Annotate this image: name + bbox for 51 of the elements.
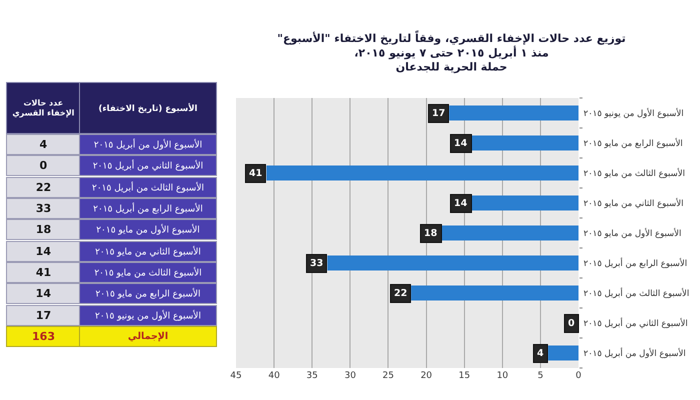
x-tick-label: 15 [458, 371, 470, 381]
text: 163 [32, 330, 55, 344]
text: الإجمالي [128, 331, 168, 342]
category-label: الأسبوع الثاني من أبريل ٢٠١٥ [92, 160, 204, 172]
chart-title: توزيع عدد حالات الإخفاء القسري، وفقاً لتاريخ الاختفاء "الأسبوع" منذ ١ أبريل ٢٠١٥ حتى ٧ يونيو ٢٠١٥، حملة الحرية للجدعان [277, 30, 626, 74]
data-label: 14 [36, 245, 52, 258]
y-tick-label: الأسبوع الرابع من مايو ٢٠١٥ [584, 136, 683, 149]
x-tick-label: 25 [382, 371, 394, 381]
y-tick-label: الأسبوع الأول من أبريل ٢٠١٥ [584, 346, 686, 359]
data-label: 4 [40, 138, 48, 152]
y-tick-label: الأسبوع الثاني من مايو ٢٠١٥ [584, 196, 684, 209]
y-tick-label: الأسبوع الأول من مايو ٢٠١٥ [584, 226, 682, 239]
y-tick-label: الأسبوع الثاني من أبريل ٢٠١٥ [584, 316, 688, 329]
category-label: الأسبوع الثاني من مايو ٢٠١٥ [95, 246, 201, 258]
x-tick-label: 35 [306, 371, 318, 381]
data-label: 22 [394, 288, 408, 299]
y-tick-label: الأسبوع الرابع من أبريل ٢٠١٥ [584, 256, 688, 269]
text: الأسبوع (تاريخ الاختفاء) [98, 102, 198, 114]
data-label: 0 [568, 318, 575, 329]
category-label: الأسبوع الأول من يونيو ٢٠١٥ [95, 310, 201, 322]
text: عدد حالات الإخفاء القسري [12, 98, 75, 118]
data-label: 22 [36, 181, 52, 194]
y-tick-label: الأسبوع الثالث من أبريل ٢٠١٥ [584, 286, 690, 299]
category-label: الأسبوع الأول من أبريل ٢٠١٥ [94, 138, 202, 151]
category-label: الأسبوع الرابع من أبريل ٢٠١٥ [93, 202, 203, 215]
data-label: 14 [36, 287, 52, 300]
x-tick-label: 0 [576, 371, 582, 381]
data-label: 14 [454, 138, 468, 149]
data-label: 41 [36, 266, 52, 280]
y-tick-label: الأسبوع الثالث من مايو ٢٠١٥ [584, 166, 685, 179]
data-label: 17 [36, 309, 52, 322]
x-tick-label: 20 [420, 371, 432, 381]
category-label: الأسبوع الثالث من أبريل ٢٠١٥ [92, 182, 204, 194]
y-tick-label: الأسبوع الأول من يونيو ٢٠١٥ [584, 106, 684, 119]
data-label: 33 [310, 258, 324, 269]
data-label: 4 [537, 348, 544, 359]
x-tick-label: 30 [344, 371, 356, 381]
category-label: الأسبوع الثالث من مايو ٢٠١٥ [94, 266, 202, 279]
category-label: الأسبوع الرابع من مايو ٢٠١٥ [95, 288, 201, 300]
x-tick-label: 45 [230, 371, 242, 381]
data-label: 18 [36, 223, 52, 236]
category-label: الأسبوع الأول من مايو ٢٠١٥ [96, 224, 200, 236]
data-label: 14 [454, 198, 468, 209]
data-label: 33 [36, 202, 52, 216]
data-label: 0 [40, 159, 48, 172]
data-label: 41 [249, 168, 262, 179]
data-label: 17 [432, 108, 446, 119]
x-tick-label: 5 [538, 371, 544, 381]
data-label: 18 [424, 228, 438, 239]
x-tick-label: 10 [496, 371, 508, 381]
x-tick-label: 40 [268, 371, 280, 381]
